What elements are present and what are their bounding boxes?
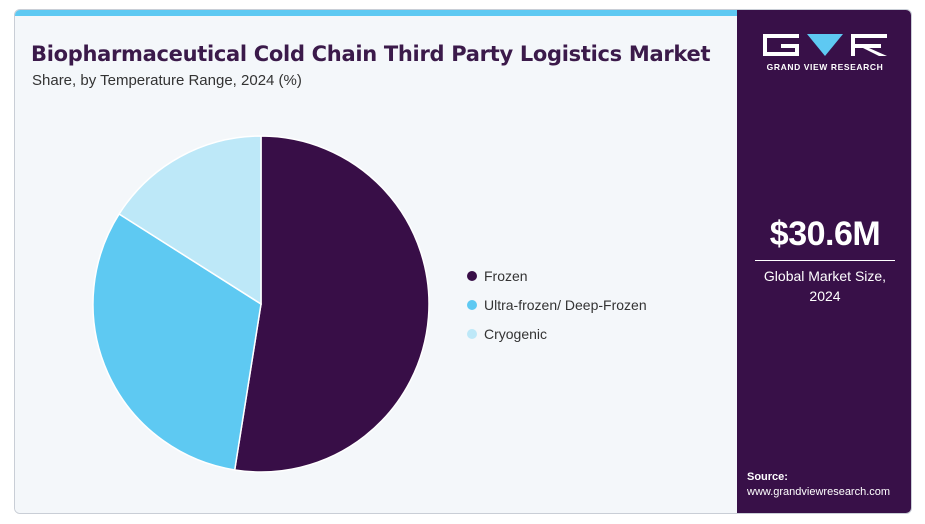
legend-label: Cryogenic bbox=[484, 326, 548, 342]
legend-label: Frozen bbox=[484, 268, 528, 284]
source-url[interactable]: www.grandviewresearch.com bbox=[747, 486, 891, 498]
legend-item: Ultra-frozen/ Deep-Frozen bbox=[467, 295, 647, 315]
chart-legend: Frozen Ultra-frozen/ Deep-Frozen Cryogenic bbox=[467, 266, 647, 353]
pie-slice-cryogenic bbox=[118, 135, 262, 306]
source-label: Source: bbox=[747, 471, 788, 483]
legend-item: Frozen bbox=[467, 266, 647, 286]
legend-swatch bbox=[467, 329, 477, 339]
market-size-value: $30.6M bbox=[769, 215, 881, 253]
value-divider bbox=[755, 260, 895, 261]
side-panel: GRAND VIEW RESEARCH $30.6M Global Market… bbox=[737, 10, 911, 513]
chart-subtitle: Share, by Temperature Range, 2024 (%) bbox=[32, 72, 302, 89]
legend-label: Ultra-frozen/ Deep-Frozen bbox=[484, 297, 647, 313]
legend-swatch bbox=[467, 300, 477, 310]
pie-slice-frozen bbox=[233, 135, 430, 473]
grand-view-research-logo bbox=[763, 34, 887, 56]
pie-chart bbox=[92, 135, 430, 473]
market-caption-line-1: Global Market Size, bbox=[763, 268, 887, 284]
main-panel: Biopharmaceutical Cold Chain Third Party… bbox=[15, 16, 737, 513]
chart-card: Biopharmaceutical Cold Chain Third Party… bbox=[14, 9, 912, 514]
accent-bar bbox=[15, 10, 737, 16]
logo-text: GRAND VIEW RESEARCH bbox=[766, 62, 884, 72]
legend-item: Cryogenic bbox=[467, 324, 647, 344]
market-size-caption: Global Market Size, 2024 bbox=[747, 266, 903, 306]
chart-title: Biopharmaceutical Cold Chain Third Party… bbox=[31, 42, 711, 66]
market-caption-line-2: 2024 bbox=[809, 288, 841, 304]
legend-swatch bbox=[467, 271, 477, 281]
